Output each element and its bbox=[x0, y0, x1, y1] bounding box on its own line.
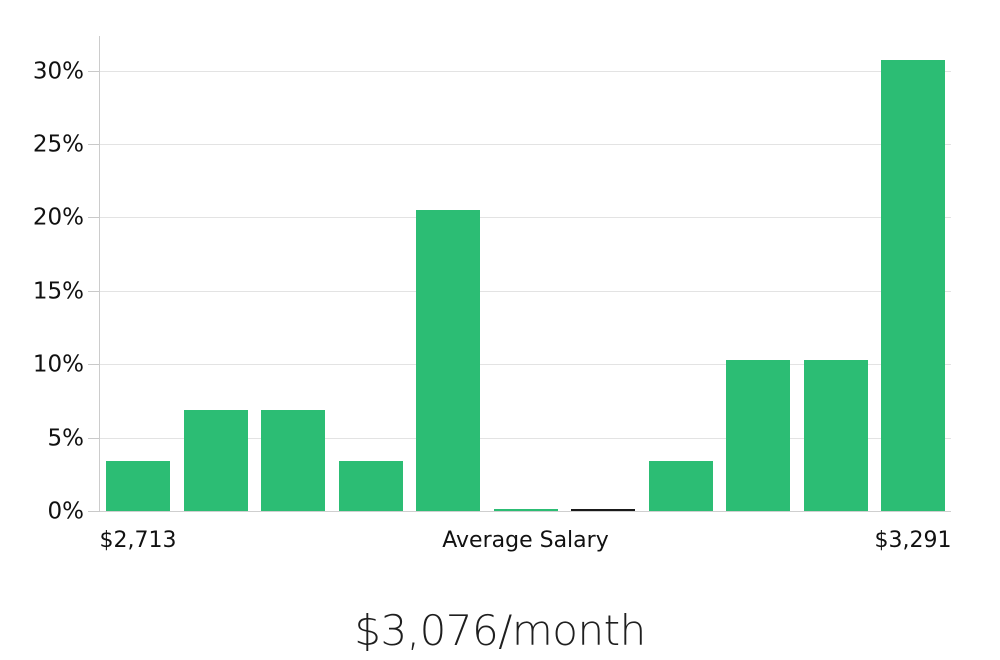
histogram-bar bbox=[261, 410, 325, 511]
gridline-15% bbox=[100, 290, 951, 292]
y-axis-label-0%: 0% bbox=[47, 498, 85, 525]
histogram-bar bbox=[726, 360, 790, 511]
histogram-bar bbox=[106, 461, 170, 511]
y-axis-line bbox=[99, 36, 100, 511]
x-axis-label: $2,713 bbox=[99, 528, 177, 553]
y-axis-label-5%: 5% bbox=[47, 425, 85, 452]
y-axis-label-10%: 10% bbox=[32, 351, 84, 378]
y-axis-label-30%: 30% bbox=[32, 58, 84, 85]
histogram-bar bbox=[183, 410, 248, 511]
histogram-bar bbox=[416, 210, 480, 511]
y-axis-label-15%: 15% bbox=[32, 278, 84, 305]
gridline-25% bbox=[100, 144, 951, 146]
histogram-bar bbox=[338, 461, 403, 511]
y-tick-5% bbox=[88, 437, 100, 439]
y-tick-0% bbox=[88, 511, 100, 512]
y-axis-label-20%: 20% bbox=[32, 204, 84, 231]
y-axis-label-25%: 25% bbox=[32, 131, 84, 158]
x-axis-label: $3,291 bbox=[874, 528, 952, 553]
chart-title: $3,076/month bbox=[354, 606, 646, 655]
histogram-bar bbox=[881, 60, 945, 511]
x-axis-label: Average Salary bbox=[442, 528, 609, 553]
gridline-0% bbox=[100, 511, 951, 512]
gridline-10% bbox=[100, 364, 951, 366]
y-tick-20% bbox=[88, 217, 100, 219]
histogram-bar bbox=[648, 461, 713, 511]
average-salary-marker-bar bbox=[571, 509, 635, 511]
y-tick-25% bbox=[88, 144, 100, 146]
y-tick-15% bbox=[88, 290, 100, 292]
y-tick-30% bbox=[88, 70, 100, 72]
gridline-30% bbox=[100, 70, 951, 72]
gridline-5% bbox=[100, 437, 951, 439]
histogram-bar bbox=[803, 360, 868, 511]
gridline-20% bbox=[100, 217, 951, 219]
histogram-bar bbox=[493, 509, 558, 511]
y-tick-10% bbox=[88, 364, 100, 366]
